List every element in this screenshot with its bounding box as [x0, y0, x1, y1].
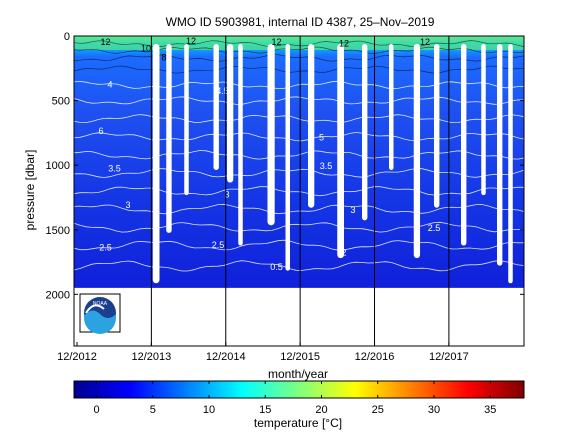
contour-label: 2.5	[428, 223, 441, 233]
data-gap	[227, 44, 234, 183]
contour-label: 8	[161, 53, 166, 63]
contour-label: 12	[420, 37, 430, 47]
colorbar-tick-label: 10	[203, 404, 215, 416]
contour-label: 12	[339, 38, 349, 48]
data-gap	[461, 44, 467, 246]
contour-label: 3.5	[320, 161, 333, 171]
contour-label: 6	[98, 126, 103, 136]
x-tick-label: 12/2012	[57, 351, 97, 363]
colorbar-tick-label: 0	[93, 404, 99, 416]
no-data-region	[74, 287, 524, 346]
colorbar-tick-label: 20	[315, 404, 327, 416]
contour-label: 10	[141, 44, 151, 54]
data-field	[74, 36, 524, 294]
contour-label: 2.5	[212, 240, 225, 250]
data-gap	[413, 44, 421, 259]
colorbar-tick-label: 15	[259, 404, 271, 416]
x-tick-label: 12/2016	[355, 351, 395, 363]
x-axis-ticks: 12/2012 12/2013 12/2014 12/2015 12/2016 12/20…	[57, 342, 469, 363]
data-gap	[481, 44, 486, 196]
chart-title: WMO ID 5903981, internal ID 4387, 25–Nov…	[166, 15, 435, 29]
contour-label: 4.5	[216, 86, 229, 96]
data-gap	[508, 44, 513, 284]
colorbar-tick-label: 25	[372, 404, 384, 416]
contour-label: 3	[224, 189, 229, 199]
contour-label: 12	[271, 37, 281, 47]
data-gap	[238, 44, 243, 246]
contour-label: 12	[100, 37, 110, 47]
data-gap	[285, 44, 290, 271]
contour-label: 3	[350, 205, 355, 215]
contour-label: 2	[341, 248, 346, 258]
y-tick-label: 500	[52, 96, 70, 108]
contour-label: 5	[319, 133, 324, 143]
colorbar-tick-label: 35	[484, 404, 496, 416]
x-tick-label: 12/2017	[429, 351, 469, 363]
data-gap	[362, 44, 368, 221]
data-gap	[152, 44, 160, 284]
y-axis-label: pressure [dbar]	[23, 150, 37, 231]
data-gap	[213, 44, 219, 170]
colorbar-tick-label: 30	[428, 404, 440, 416]
data-gap	[337, 44, 344, 259]
plot-area: 12 10 12 12 12 12 8 4 4.5 6 5 3.5 3.5 3 3 3 2.5 2.5 2.5 2 0.…	[46, 31, 525, 363]
svg-text:NOAA: NOAA	[93, 301, 108, 307]
x-tick-label: 12/2014	[206, 351, 246, 363]
contour-labels: 12 10 12 12 12 12 8 4 4.5 6 5 3.5 3.5 3 3 3 2.5 2.5 2.5 2 0.…	[98, 36, 440, 272]
data-gap	[308, 44, 315, 208]
data-gap	[267, 44, 275, 226]
x-axis-label: month/year	[268, 367, 328, 381]
y-tick-label: 1500	[46, 225, 70, 237]
contour-label: 12	[186, 36, 196, 46]
data-gap	[166, 44, 172, 233]
contour-label: 3	[125, 200, 130, 210]
data-gap	[184, 44, 189, 196]
colorbar-tick-label: 5	[150, 404, 156, 416]
colorbar-ticks: 0 5 10 15 20 25 30 35	[93, 381, 496, 416]
colorbar: 0 5 10 15 20 25 30 35 temperature [°C]	[73, 380, 525, 430]
data-gap	[434, 44, 440, 208]
contour-label: 2.5	[99, 242, 112, 252]
y-tick-label: 2000	[46, 289, 70, 301]
contour-label: 0.5	[270, 262, 283, 272]
data-gap	[389, 44, 394, 170]
plot-frame	[73, 35, 525, 347]
x-tick-label: 12/2013	[131, 351, 171, 363]
y-tick-label: 0	[64, 31, 70, 43]
colorbar-bar	[73, 380, 525, 399]
contour-label: 4	[107, 80, 112, 90]
noaa-logo: NOAA	[79, 293, 121, 334]
y-tick-label: 1000	[46, 160, 70, 172]
y-axis-ticks: 0 500 1000 1500 2000	[46, 31, 524, 301]
x-tick-label: 12/2015	[280, 351, 320, 363]
year-lines	[150, 36, 450, 346]
colorbar-label: temperature [°C]	[254, 416, 342, 430]
data-gap	[497, 44, 503, 266]
contour-label: 3.5	[108, 164, 121, 174]
